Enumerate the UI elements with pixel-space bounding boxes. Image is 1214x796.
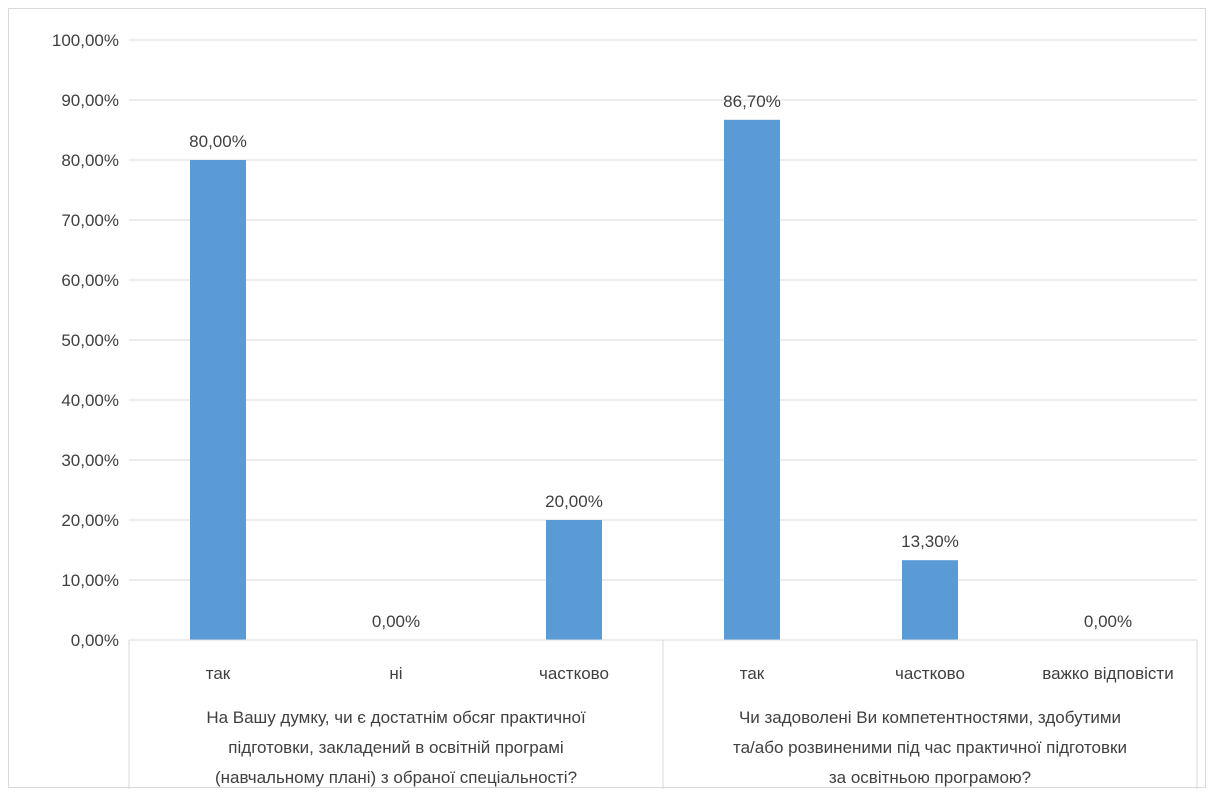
chart-frame: 0,00% 10,00% 20,00% 30,00% 40,00% 50,00% 60,00… xyxy=(8,8,1206,789)
y-tick-label: 60,00% xyxy=(61,271,119,290)
category-label: частково xyxy=(539,664,609,683)
y-tick-label: 20,00% xyxy=(61,511,119,530)
y-tick-label: 90,00% xyxy=(61,91,119,110)
y-tick-label: 0,00% xyxy=(71,631,119,650)
data-label: 13,30% xyxy=(901,532,959,551)
category-label: важко відповісти xyxy=(1042,664,1173,683)
data-label: 0,00% xyxy=(1084,612,1132,631)
group-label-line: за освітньою програмою? xyxy=(829,768,1031,787)
group-label-line: підготовки, закладений в освітній програ… xyxy=(228,738,563,757)
data-label: 0,00% xyxy=(372,612,420,631)
y-tick-label: 80,00% xyxy=(61,151,119,170)
y-tick-label: 40,00% xyxy=(61,391,119,410)
y-tick-label: 100,00% xyxy=(52,31,119,50)
y-tick-label: 30,00% xyxy=(61,451,119,470)
category-label: так xyxy=(740,664,765,683)
category-label: частково xyxy=(895,664,965,683)
bar xyxy=(190,160,246,640)
data-label: 80,00% xyxy=(189,132,247,151)
category-label: ні xyxy=(389,664,402,683)
y-tick-label: 10,00% xyxy=(61,571,119,590)
bar xyxy=(724,119,780,641)
bar xyxy=(546,520,602,640)
group-label-line: На Вашу думку, чи є достатнім обсяг прак… xyxy=(206,708,586,727)
category-label: так xyxy=(206,664,231,683)
bar xyxy=(902,560,958,640)
y-tick-label: 70,00% xyxy=(61,211,119,230)
bar-chart: 0,00% 10,00% 20,00% 30,00% 40,00% 50,00% 60,00… xyxy=(52,31,1198,789)
data-label: 20,00% xyxy=(545,492,603,511)
group-label-line: та/або розвиненими під час практичної пі… xyxy=(733,738,1127,757)
group-label-line: Чи задоволені Ви компетентностями, здобу… xyxy=(739,708,1121,727)
y-tick-label: 50,00% xyxy=(61,331,119,350)
group-label-line: (навчальному плані) з обраної спеціально… xyxy=(215,768,577,787)
data-label: 86,70% xyxy=(723,92,781,111)
